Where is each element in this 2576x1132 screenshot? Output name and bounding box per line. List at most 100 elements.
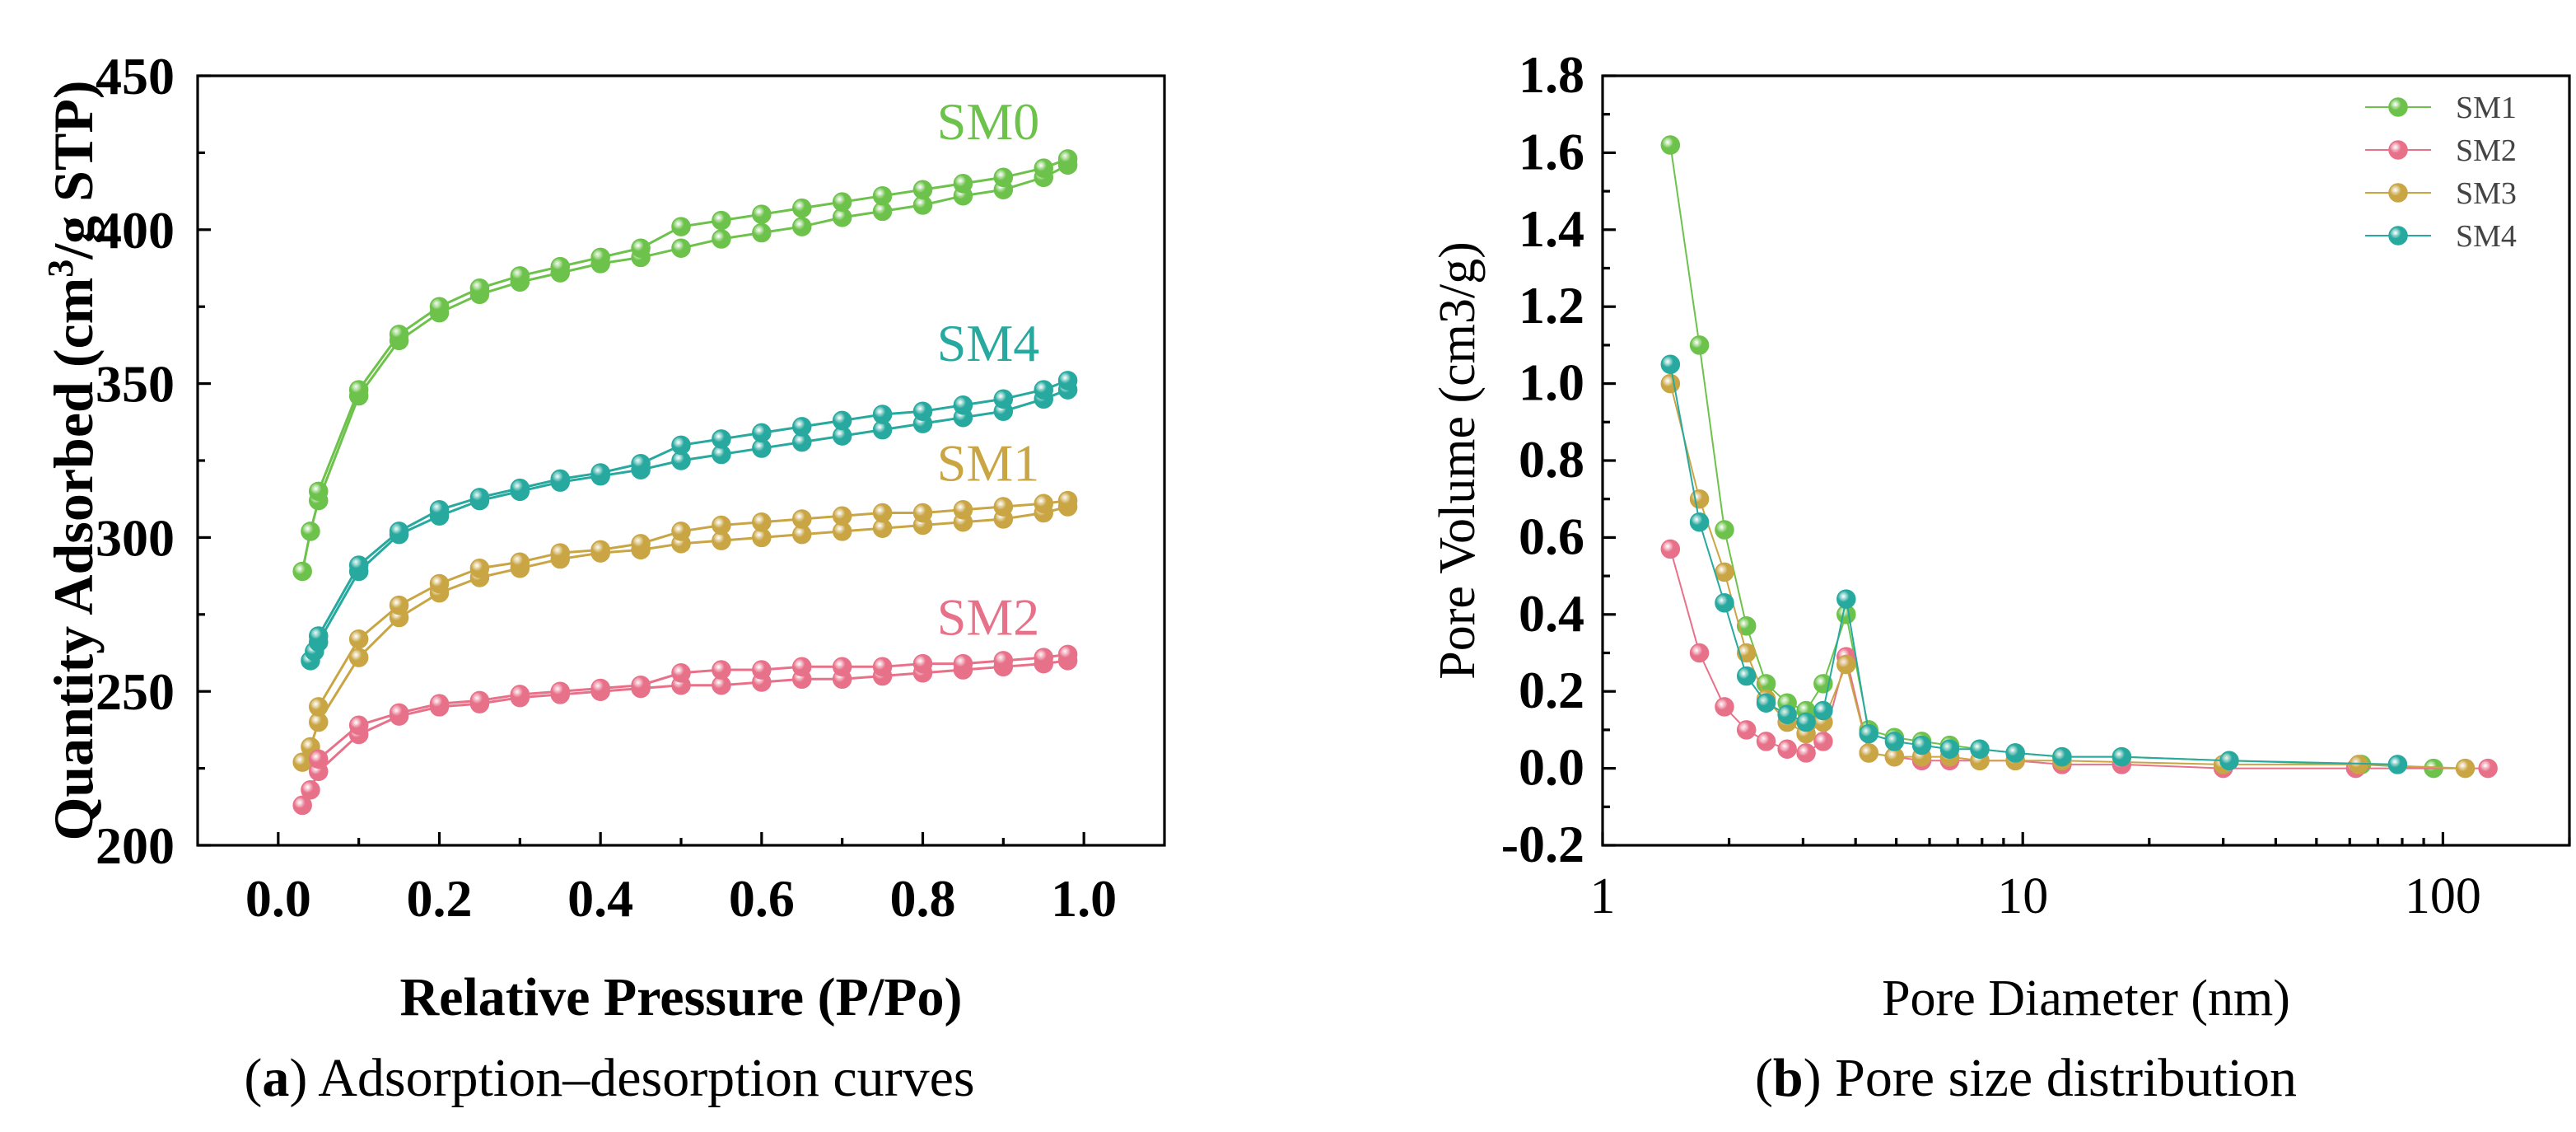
panel-a-sm0-desorption-point [469,278,490,298]
panel-a-sm2-desorption-point [712,660,731,680]
panel-a-sm4-desorption-point [872,405,893,424]
panel-a-sm4-desorption-point [389,522,409,541]
panel-b-y-tick-label: 1.2 [1519,276,1584,334]
panel-a-sm0-desorption-point [712,210,731,231]
panel-a-sm2-desorption-point [671,663,691,683]
panel-a-sm1-desorption-point [953,500,973,520]
panel-a-series-sm4 [301,371,1078,671]
panel-b-legend: SM1 SM2 SM3 SM4 [2365,91,2517,254]
panel-a-sm1-desorption-point [348,629,369,649]
panel-b-sm4-point [1939,739,1960,759]
panel-a-series-label-sm1: SM1 [937,434,1040,493]
panel-a-sm1-desorption-point [752,512,772,532]
panel-a-sm1-desorption-point [792,509,812,529]
panel-b-sm1-point [1660,135,1681,155]
panel-b-caption: (b) Pore size distribution [1755,1048,2297,1108]
panel-a-sm4-desorption-point [792,417,812,437]
panel-b-sm4-point [2112,746,2132,767]
panel-a-sm4-desorption-point [590,463,610,483]
panel-a-sm2-desorption-point [872,657,893,677]
panel-a-sm4-desorption-point [1034,380,1053,400]
panel-b-series-sm4 [1660,354,2408,774]
panel-b-series-sm1 [1660,135,2443,779]
panel-a-sm2-desorption-point [792,657,812,677]
panel-a-x-tick-label: 0.6 [729,869,795,928]
panel-a-sm4-desorption-point [953,395,973,415]
panel-a-sm0-desorption-point [872,185,893,206]
panel-a-sm1-desorption-point [993,497,1014,517]
panel-a-sm2-desorption-point [832,657,852,677]
panel-b-legend-label: SM3 [2456,176,2517,211]
panel-b-y-tick-label: 0.2 [1519,661,1584,719]
panel-a-sm0-desorption-point [429,297,450,316]
panel-a-sm2-desorption-point [510,685,530,704]
panel-a-caption-text: Adsorption–desorption curves [318,1048,974,1108]
panel-b-sm4-point [1796,712,1816,732]
panel-a-sm1-desorption-point [1034,493,1053,514]
panel-a-sm0-desorption-point [1034,158,1053,178]
panel-b-legend-item-sm2: SM2 [2365,133,2517,168]
panel-a-sm4-desorption-point [912,401,933,421]
panel-a-sm4-desorption-point [993,389,1014,409]
panel-a-sm0-desorption-point [752,204,772,224]
panel-b-caption-letter: b [1773,1048,1804,1108]
panel-a-sm0-desorption-point [309,481,329,502]
panel-a-adsorption-chart: 0.0 0.2 0.4 0.6 0.8 1.0 200 250 300 350 400 450 SM… [40,47,1166,1108]
panel-b-legend-label: SM2 [2456,133,2517,168]
panel-a-x-tick-labels: 0.0 0.2 0.4 0.6 0.8 1.0 [245,869,1117,928]
panel-a-sm4-desorption-point [550,469,570,489]
panel-b-sm4-point [1756,693,1776,713]
panel-b-sm3-point [1715,562,1734,582]
panel-b-sm2-point [1715,697,1734,717]
panel-b-sm4-point [1813,700,1833,721]
panel-a-sm0-desorption-point [792,198,812,218]
panel-a-sm4-desorption-point [1057,371,1078,391]
panel-b-sm1-line [1669,144,2434,769]
panel-b-sm3-point [1859,743,1878,763]
panel-b-sm4-point [1715,593,1734,613]
panel-b-plot-area [1660,135,2498,779]
panel-b-legend-label: SM4 [2456,219,2517,254]
panel-a-sm4-desorption-point [429,500,450,520]
panel-a-sm0-desorption-point [993,167,1014,188]
panel-b-x-axis-label: Pore Diameter (nm) [1882,971,2290,1027]
panel-a-sm4-desorption-point [752,423,772,443]
panel-a-sm4-desorption-point [712,429,731,449]
panel-a-y-tick-label: 250 [96,662,175,721]
panel-a-x-tick-label: 1.0 [1051,869,1117,928]
panel-a-y-tick-label: 400 [96,201,175,260]
panel-b-x-tick-label: 100 [2405,868,2481,924]
panel-b-x-tick-labels: 1 10 100 [1590,868,2481,924]
panel-b-sm4-point [2005,743,2025,763]
panel-b-sm4-point [2219,751,2239,771]
panel-b-x-tick-label: 1 [1590,868,1616,924]
panel-a-sm1-desorption-point [872,503,893,523]
panel-a-sm0-desorption-point [912,180,933,199]
panel-b-caption-text: Pore size distribution [1835,1048,2297,1108]
panel-a-sm4-adsorption-line [309,388,1069,662]
panel-a-sm0-desorption-point [510,266,530,286]
panel-a-sm2-desorption-point [631,675,651,695]
panel-b-y-tick-labels: -0.2 0.0 0.2 0.4 0.6 0.8 1.0 1.2 1.4 1.6 1.8 [1501,45,1584,873]
panel-a-y-axis-label-unit: /g STP) [42,80,105,260]
panel-a-series-sm0 [292,149,1078,582]
panel-b-x-tick-label: 10 [1997,868,2048,924]
panel-a-sm0-desorption-point [348,380,369,400]
panel-b-sm2-point [1777,739,1797,759]
panel-a-sm0-desorption-point [389,325,409,344]
panel-a-sm2-desorption-point [389,703,409,723]
panel-a-sm1-desorption-point [590,540,610,560]
panel-a-ticks [198,74,1085,847]
panel-b-y-tick-label: 1.6 [1519,122,1584,180]
panel-a-sm0-adsorption-point [712,229,731,249]
panel-a-sm1-desorption-point [832,506,852,526]
panel-a-y-tick-labels: 200 250 300 350 400 450 [96,47,175,875]
panel-b-y-tick-label: 0.4 [1519,584,1584,643]
panel-b-sm4-point [1970,739,1990,759]
panel-a-sm2-desorption-point [429,694,450,713]
panel-b-sm1-point [1689,335,1710,355]
panel-a-series-sm1 [292,490,1078,772]
panel-b-legend-marker [2388,97,2408,117]
panel-a-caption: (a) Adsorption–desorption curves [244,1048,974,1108]
panel-b-legend-item-sm4: SM4 [2365,219,2517,254]
